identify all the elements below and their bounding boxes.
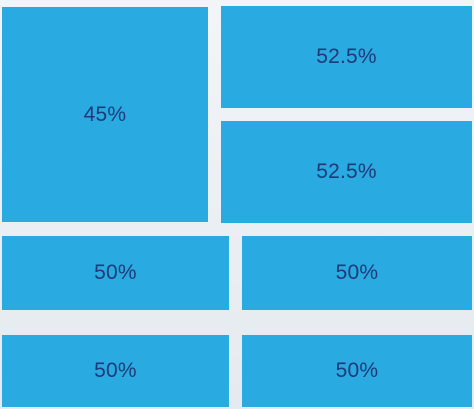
tile-7-label: 50% — [335, 359, 379, 382]
tile-3-label: 52.5% — [316, 160, 377, 183]
tile-1-label: 45% — [83, 102, 127, 126]
tile-2-label: 52.5% — [316, 45, 377, 68]
tile-6: 50% — [2, 335, 229, 407]
tile-4: 50% — [2, 236, 229, 310]
tile-5: 50% — [242, 236, 472, 310]
tile-4-label: 50% — [94, 261, 137, 284]
tile-6-label: 50% — [94, 359, 137, 382]
tile-5-label: 50% — [335, 261, 379, 284]
tile-1: 45% — [2, 7, 208, 222]
tile-7: 50% — [242, 335, 472, 407]
tile-2: 52.5% — [221, 6, 472, 108]
tile-3: 52.5% — [221, 121, 472, 223]
